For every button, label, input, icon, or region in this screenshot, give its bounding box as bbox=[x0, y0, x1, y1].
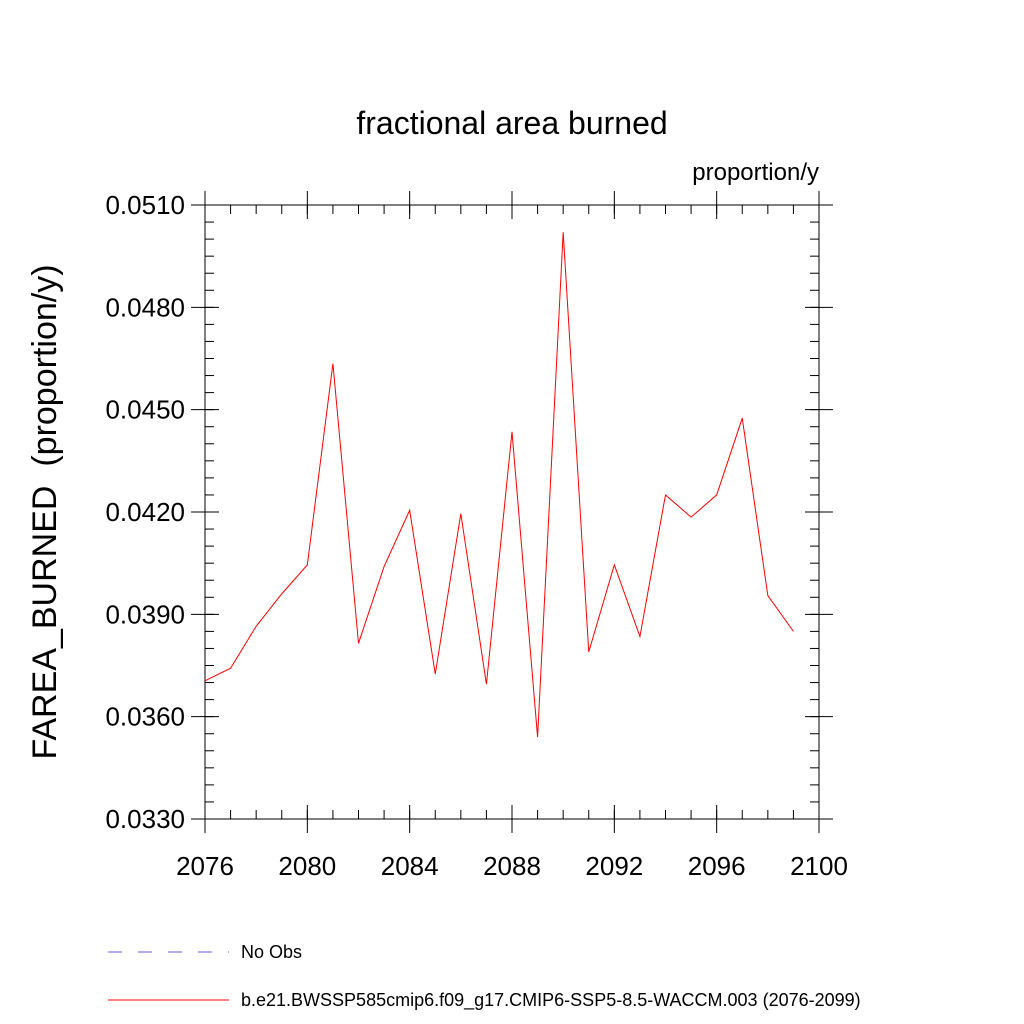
y-axis-ticks: 0.0330 0.0360 0.0390 0.0420 0.0450 0.0480 0.05… bbox=[105, 190, 833, 834]
plot-frame bbox=[204, 204, 820, 820]
y-tick-label: 0.0330 bbox=[105, 804, 185, 834]
x-tick-label: 2084 bbox=[381, 851, 439, 881]
y-tick-label: 0.0360 bbox=[105, 702, 185, 732]
series-line bbox=[204, 232, 794, 738]
units-label: proportion/y bbox=[692, 159, 819, 186]
x-axis-ticks: 2076 2080 2084 2088 2092 2096 2100 bbox=[176, 191, 848, 881]
x-tick-label: 2080 bbox=[278, 851, 336, 881]
y-tick-label: 0.0480 bbox=[105, 292, 185, 322]
y-tick-label: 0.0510 bbox=[105, 190, 185, 220]
x-tick-label: 2088 bbox=[483, 851, 541, 881]
x-tick-label: 2096 bbox=[688, 851, 746, 881]
series-layer bbox=[204, 232, 794, 738]
x-tick-label: 2100 bbox=[790, 851, 848, 881]
y-tick-label: 0.0450 bbox=[105, 395, 185, 425]
legend-label: b.e21.BWSSP585cmip6.f09_g17.CMIP6-SSP5-8… bbox=[241, 990, 861, 1011]
y-tick-label: 0.0420 bbox=[105, 497, 185, 527]
y-axis-label: FAREA_BURNED (proportion/y) bbox=[26, 264, 64, 759]
legend-label: No Obs bbox=[241, 942, 302, 962]
x-tick-label: 2076 bbox=[176, 851, 234, 881]
legend: No Obs b.e21.BWSSP585cmip6.f09_g17.CMIP6-… bbox=[108, 942, 861, 1011]
y-tick-label: 0.0390 bbox=[105, 599, 185, 629]
chart-title: fractional area burned bbox=[356, 105, 667, 141]
x-tick-label: 2092 bbox=[585, 851, 643, 881]
